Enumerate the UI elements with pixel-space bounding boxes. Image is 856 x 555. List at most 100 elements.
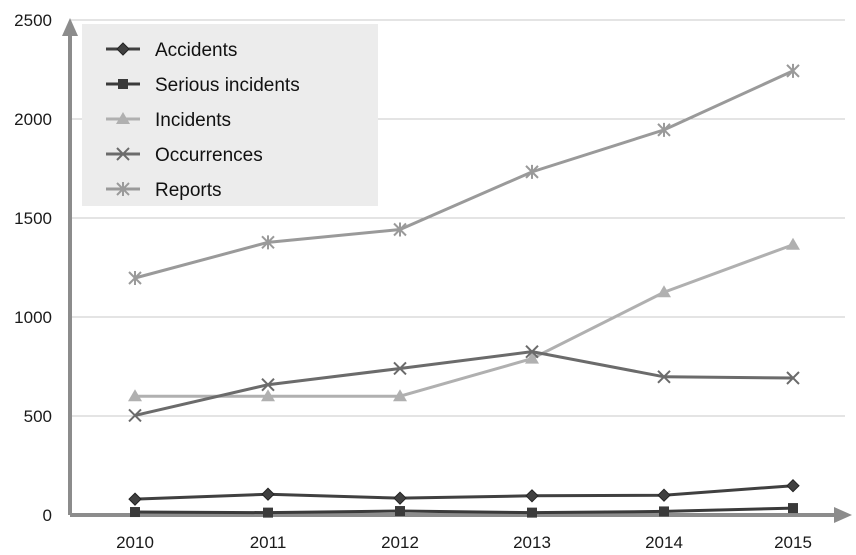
x-tick-label: 2014 (645, 533, 683, 552)
series-reports (128, 63, 800, 285)
data-point (118, 79, 128, 89)
data-point (128, 389, 142, 402)
y-tick-label: 500 (24, 407, 52, 426)
x-marker (128, 408, 142, 423)
data-point (657, 488, 671, 502)
diamond-marker (393, 491, 407, 505)
series-layer (128, 63, 800, 518)
x-tick-label: 2010 (116, 533, 154, 552)
data-point (130, 507, 140, 518)
star-marker (525, 164, 539, 179)
data-point (393, 361, 407, 376)
legend-item: Incidents (106, 110, 231, 131)
data-point (525, 351, 539, 364)
y-tick-label: 0 (43, 506, 52, 525)
data-point (657, 370, 671, 384)
data-point (261, 235, 275, 250)
data-point (116, 42, 130, 56)
legend-label: Incidents (155, 110, 231, 131)
data-point (128, 408, 142, 423)
series-occurrences (128, 344, 800, 423)
data-point (261, 389, 275, 402)
star-marker (261, 235, 275, 250)
square-marker (263, 507, 273, 518)
data-point (659, 506, 669, 517)
legend-item: Reports (106, 180, 222, 201)
star-marker (116, 182, 130, 196)
square-marker (130, 507, 140, 518)
x-marker (393, 361, 407, 376)
data-point (525, 344, 539, 359)
square-marker (788, 503, 798, 514)
star-marker (786, 63, 800, 78)
series-serious-incidents (130, 503, 798, 518)
x-tick-label: 2011 (250, 533, 287, 552)
legend-background (82, 24, 378, 206)
series-line (134, 69, 794, 280)
x-axis: 2010 2011 2012 2013 2014 2015 (70, 507, 852, 552)
legend-item: Accidents (106, 40, 237, 61)
x-tick-label: 2013 (513, 533, 551, 552)
data-point (393, 491, 407, 505)
x-tick-label: 2015 (774, 533, 812, 552)
data-point (525, 489, 539, 503)
y-tick-label: 2000 (14, 110, 52, 129)
x-marker (116, 147, 130, 161)
diamond-marker (786, 478, 800, 493)
diamond-marker (657, 488, 671, 502)
diamond-marker (116, 42, 130, 56)
data-point (263, 507, 273, 518)
x-marker (261, 378, 275, 392)
y-tick-label: 2500 (14, 11, 52, 30)
data-point (128, 270, 142, 285)
star-marker (128, 270, 142, 285)
data-point (786, 478, 800, 493)
x-marker (786, 371, 800, 385)
y-axis: 0 500 1000 1500 2000 2500 (14, 11, 78, 525)
legend-label: Accidents (155, 40, 237, 61)
triangle-marker (261, 389, 275, 402)
data-point (786, 63, 800, 78)
data-point (261, 487, 275, 501)
x-axis-arrow (834, 507, 852, 523)
y-axis-arrow (62, 18, 78, 36)
series-accidents (128, 478, 800, 506)
diamond-marker (261, 487, 275, 501)
series-line (135, 243, 794, 398)
data-point (116, 147, 130, 161)
legend-label: Serious incidents (155, 75, 300, 96)
series-line (134, 506, 794, 515)
data-point (527, 507, 537, 518)
square-marker (659, 506, 669, 517)
data-point (128, 492, 142, 506)
series-incidents (128, 237, 800, 402)
x-tick-label: 2012 (381, 533, 419, 552)
star-marker (393, 222, 407, 237)
triangle-marker (393, 389, 407, 402)
diamond-marker (128, 492, 142, 506)
x-marker (657, 370, 671, 384)
data-point (261, 378, 275, 392)
legend-label: Occurrences (155, 145, 263, 166)
data-point (786, 237, 800, 250)
y-tick-label: 1000 (14, 308, 52, 327)
square-marker (118, 79, 128, 89)
star-marker (657, 122, 671, 137)
series-line (134, 484, 794, 501)
data-point (393, 389, 407, 402)
data-point (116, 182, 130, 196)
triangle-marker (128, 389, 142, 402)
legend-label: Reports (155, 180, 222, 201)
data-point (393, 222, 407, 237)
legend: Accidents Serious incidents Incidents Occur… (82, 24, 378, 206)
triangle-marker (525, 351, 539, 364)
triangle-marker (657, 285, 671, 298)
diamond-marker (525, 489, 539, 503)
data-point (788, 503, 798, 514)
data-point (657, 122, 671, 137)
triangle-marker (116, 112, 130, 124)
data-point (525, 164, 539, 179)
y-tick-label: 1500 (14, 209, 52, 228)
data-point (116, 112, 130, 124)
